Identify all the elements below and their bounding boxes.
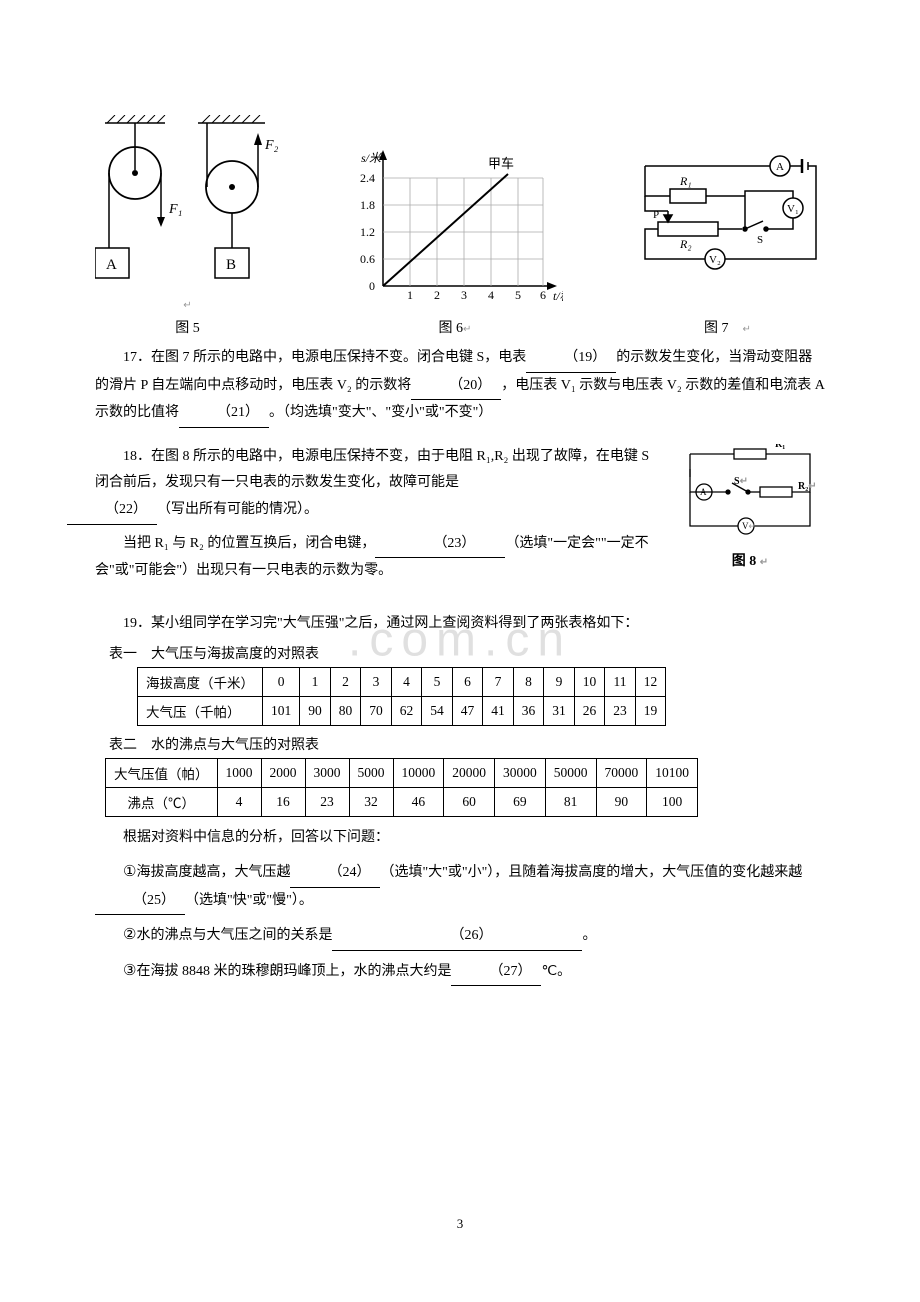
q19-sub1: ①海拔高度越高，大气压越（24）（选填"大"或"小"），且随着海拔高度的增大，大… bbox=[95, 858, 825, 915]
x4: 4 bbox=[488, 288, 494, 302]
figures-row: F₁ A F₂ B ↵ 图 5 bbox=[95, 115, 825, 337]
fig8-S: S↵ bbox=[734, 476, 748, 487]
table-row: 大气压值（帕） 100020003000 50001000020000 3000… bbox=[106, 759, 698, 788]
enter-mark-a: ↵ bbox=[95, 300, 280, 311]
table1-caption: 表一 大气压与海拔高度的对照表 bbox=[95, 643, 825, 663]
blank-26: （26） bbox=[332, 923, 582, 951]
label-box-a: A bbox=[106, 257, 117, 273]
xlabel: t/秒 bbox=[553, 289, 563, 303]
figure-8: R₁ R₂↵ S↵ A V↵ 图 8 ↵ bbox=[675, 444, 825, 570]
y4: 2.4 bbox=[360, 171, 375, 185]
chart-series-label: 甲车 bbox=[488, 156, 514, 171]
fig8-A: A bbox=[700, 487, 707, 497]
blank-24: （24） bbox=[290, 860, 380, 888]
blank-23: （23） bbox=[375, 531, 505, 559]
label-A: A bbox=[776, 161, 784, 173]
q17-para: 17．在图 7 所示的电路中，电源电压保持不变。闭合电键 S，电表（19）的示数… bbox=[95, 345, 825, 428]
fig8-label: 图 8 ↵ bbox=[675, 550, 825, 570]
t2-r2-label: 沸点（℃） bbox=[106, 788, 218, 817]
page-number: 3 bbox=[457, 1216, 464, 1232]
y1: 0.6 bbox=[360, 252, 375, 266]
blank-27: （27） bbox=[451, 959, 541, 987]
y0: 0 bbox=[369, 279, 375, 293]
blank-22: （22） bbox=[67, 497, 157, 525]
x3: 3 bbox=[461, 288, 467, 302]
x2: 2 bbox=[434, 288, 440, 302]
t1-r1-label: 海拔高度（千米） bbox=[138, 668, 263, 697]
label-V1: V₁ bbox=[787, 203, 799, 215]
fig8-R1: R₁ bbox=[775, 444, 785, 450]
fig5-label: 图 5 bbox=[95, 317, 280, 337]
figure-7: R₁ P R₂ A V₁ V₂ S 图 7 ↵ bbox=[630, 151, 825, 337]
label-f2: F₂ bbox=[264, 138, 279, 153]
q18-para2: 当把 R₁ 与 R₂ 的位置互换后，闭合电键，（23）（选填"一定会""一定不会… bbox=[95, 531, 657, 585]
t1-r2-label: 大气压（千帕） bbox=[138, 697, 263, 726]
label-R2: R₂ bbox=[679, 237, 692, 251]
x1: 1 bbox=[407, 288, 413, 302]
x6: 6 bbox=[540, 288, 546, 302]
q19-sub2: ②水的沸点与大气压之间的关系是（26）。 bbox=[95, 921, 825, 951]
label-V2: V₂ bbox=[709, 254, 721, 266]
table-row: 沸点（℃） 41623 324660 698190 100 bbox=[106, 788, 698, 817]
fig6-label: 图 6↵ bbox=[348, 317, 563, 337]
circuit-7: R₁ P R₂ A V₁ V₂ S bbox=[630, 151, 825, 306]
st-chart: 甲车 0 0.6 1.2 1.8 2.4 1 2 3 4 5 6 s/米 t/秒 bbox=[348, 146, 563, 306]
y3: 1.8 bbox=[360, 198, 375, 212]
fig7-label: 图 7 ↵ bbox=[630, 317, 825, 337]
table-1: 海拔高度（千米） 012 345 678 91011 12 大气压（千帕） 10… bbox=[137, 667, 666, 726]
q18-wrap: 18．在图 8 所示的电路中，电源电压保持不变，由于电阻 R₁,R₂ 出现了故障… bbox=[95, 444, 825, 591]
table-2: 大气压值（帕） 100020003000 50001000020000 3000… bbox=[105, 758, 698, 817]
label-P: P bbox=[653, 209, 659, 221]
blank-25: （25） bbox=[95, 888, 185, 916]
q18-para1: 18．在图 8 所示的电路中，电源电压保持不变，由于电阻 R₁,R₂ 出现了故障… bbox=[95, 444, 657, 525]
q19-intro: 19．某小组同学在学习完"大气压强"之后，通过网上查阅资料得到了两张表格如下： bbox=[95, 611, 825, 638]
table2-caption: 表二 水的沸点与大气压的对照表 bbox=[95, 734, 825, 754]
fig8-R2: R₂↵ bbox=[798, 481, 817, 492]
table-row: 大气压（千帕） 1019080 706254 474136 312623 19 bbox=[138, 697, 666, 726]
label-f1: F₁ bbox=[168, 202, 182, 217]
q19-postline: 根据对资料中信息的分析，回答以下问题： bbox=[95, 825, 825, 852]
t2-r1-label: 大气压值（帕） bbox=[106, 759, 218, 788]
q19-sub3: ③在海拔 8848 米的珠穆朗玛峰顶上，水的沸点大约是（27）℃。 bbox=[95, 957, 825, 987]
circuit-8: R₁ R₂↵ S↵ A V↵ bbox=[680, 444, 820, 539]
blank-20: （20） bbox=[411, 373, 501, 401]
figure-6: 甲车 0 0.6 1.2 1.8 2.4 1 2 3 4 5 6 s/米 t/秒… bbox=[348, 146, 563, 337]
blank-21: （21） bbox=[179, 400, 269, 428]
ylabel: s/米 bbox=[361, 151, 383, 165]
x5: 5 bbox=[515, 288, 521, 302]
figure-5: F₁ A F₂ B ↵ 图 5 bbox=[95, 115, 280, 337]
y2: 1.2 bbox=[360, 225, 375, 239]
label-S: S bbox=[757, 234, 763, 246]
label-R1: R₁ bbox=[679, 174, 692, 188]
pulley-diagram: F₁ A F₂ B bbox=[95, 115, 280, 295]
label-box-b: B bbox=[226, 257, 236, 273]
blank-19: （19） bbox=[526, 345, 616, 373]
fig8-V: V↵ bbox=[742, 521, 756, 531]
table-row: 海拔高度（千米） 012 345 678 91011 12 bbox=[138, 668, 666, 697]
